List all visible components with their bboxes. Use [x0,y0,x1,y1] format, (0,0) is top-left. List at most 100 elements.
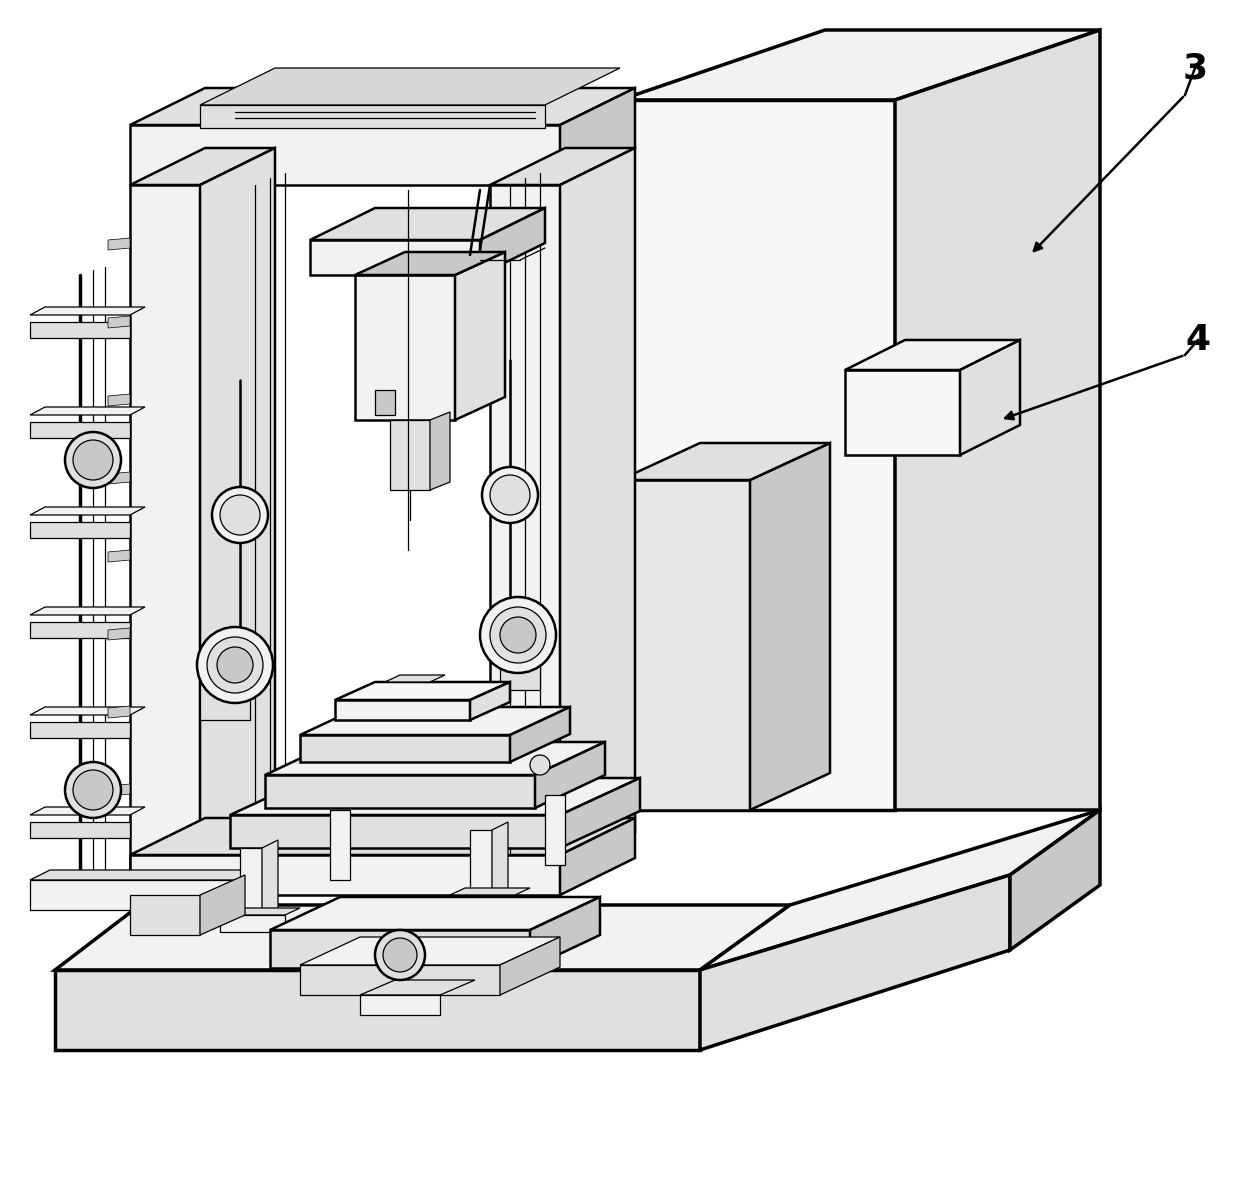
Polygon shape [30,807,145,815]
Text: 4: 4 [1185,323,1210,357]
Polygon shape [490,185,560,870]
Polygon shape [534,742,605,808]
Polygon shape [30,880,250,910]
Polygon shape [130,88,635,125]
Polygon shape [200,67,620,105]
Circle shape [64,762,122,817]
Circle shape [374,930,425,980]
Polygon shape [492,822,508,900]
Polygon shape [335,683,510,700]
Polygon shape [130,185,200,870]
Polygon shape [450,888,529,896]
Polygon shape [560,88,635,185]
Polygon shape [200,148,275,870]
Polygon shape [701,875,1011,1051]
Polygon shape [219,909,300,914]
Polygon shape [30,508,145,515]
Polygon shape [470,683,510,720]
Polygon shape [200,875,246,935]
Polygon shape [229,778,640,815]
Polygon shape [130,896,200,935]
Polygon shape [265,775,534,808]
Polygon shape [300,937,560,965]
Polygon shape [200,105,546,128]
Polygon shape [330,810,350,880]
Polygon shape [30,870,270,880]
Polygon shape [30,322,130,338]
Polygon shape [1011,810,1100,950]
Polygon shape [355,274,455,420]
Polygon shape [30,622,130,638]
Polygon shape [219,914,285,932]
Polygon shape [560,778,640,848]
Polygon shape [30,308,145,315]
Polygon shape [108,472,130,484]
Polygon shape [30,522,130,538]
Polygon shape [335,700,470,720]
Circle shape [482,467,538,523]
Polygon shape [620,480,750,810]
Circle shape [197,627,273,703]
Polygon shape [560,148,635,870]
Polygon shape [470,830,492,900]
Polygon shape [108,628,130,640]
Polygon shape [455,252,505,420]
Circle shape [73,770,113,810]
Polygon shape [620,101,895,810]
Polygon shape [108,550,130,562]
Polygon shape [270,930,529,968]
Polygon shape [108,394,130,406]
Polygon shape [265,742,605,775]
Polygon shape [229,815,560,848]
Polygon shape [750,442,830,810]
Polygon shape [310,208,546,240]
Polygon shape [500,631,539,690]
Polygon shape [560,817,635,896]
Circle shape [212,487,268,543]
Circle shape [207,636,263,693]
Polygon shape [391,420,430,490]
Polygon shape [310,240,480,274]
Polygon shape [30,822,130,838]
Polygon shape [130,855,560,896]
Polygon shape [480,208,546,274]
Polygon shape [510,707,570,762]
Polygon shape [844,370,960,455]
Polygon shape [30,422,130,438]
Circle shape [490,476,529,515]
Polygon shape [108,706,130,718]
Polygon shape [300,707,570,735]
Polygon shape [500,937,560,995]
Polygon shape [620,442,830,480]
Polygon shape [55,970,701,1051]
Polygon shape [355,252,505,274]
Polygon shape [55,905,790,970]
Polygon shape [241,848,262,920]
Circle shape [383,938,417,972]
Polygon shape [895,30,1100,810]
Circle shape [480,597,556,673]
Polygon shape [108,316,130,328]
Polygon shape [620,30,1100,101]
Polygon shape [130,125,560,185]
Polygon shape [960,340,1021,455]
Polygon shape [360,980,475,995]
Circle shape [529,755,551,775]
Polygon shape [262,840,278,920]
Polygon shape [360,995,440,1015]
Circle shape [500,618,536,653]
Circle shape [490,607,546,662]
Polygon shape [701,810,1100,970]
Polygon shape [490,148,635,185]
Polygon shape [130,817,635,855]
Polygon shape [30,722,130,738]
Polygon shape [300,965,500,995]
Polygon shape [270,897,600,930]
Polygon shape [108,784,130,796]
Polygon shape [300,735,510,762]
Polygon shape [450,896,515,912]
Polygon shape [844,340,1021,370]
Polygon shape [546,795,565,865]
Circle shape [64,432,122,489]
Polygon shape [130,148,275,185]
